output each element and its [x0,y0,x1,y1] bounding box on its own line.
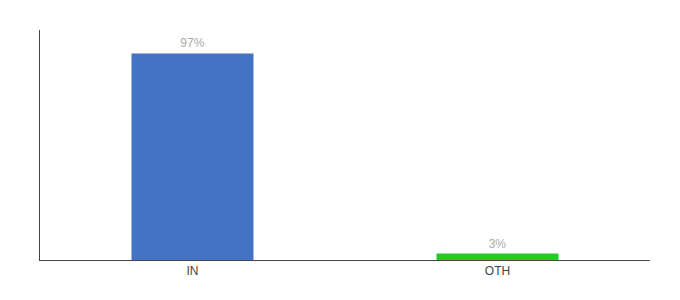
svg-text:IN: IN [187,264,199,278]
svg-text:OTH: OTH [485,264,510,278]
svg-text:97%: 97% [180,36,204,50]
svg-text:3%: 3% [489,237,507,251]
